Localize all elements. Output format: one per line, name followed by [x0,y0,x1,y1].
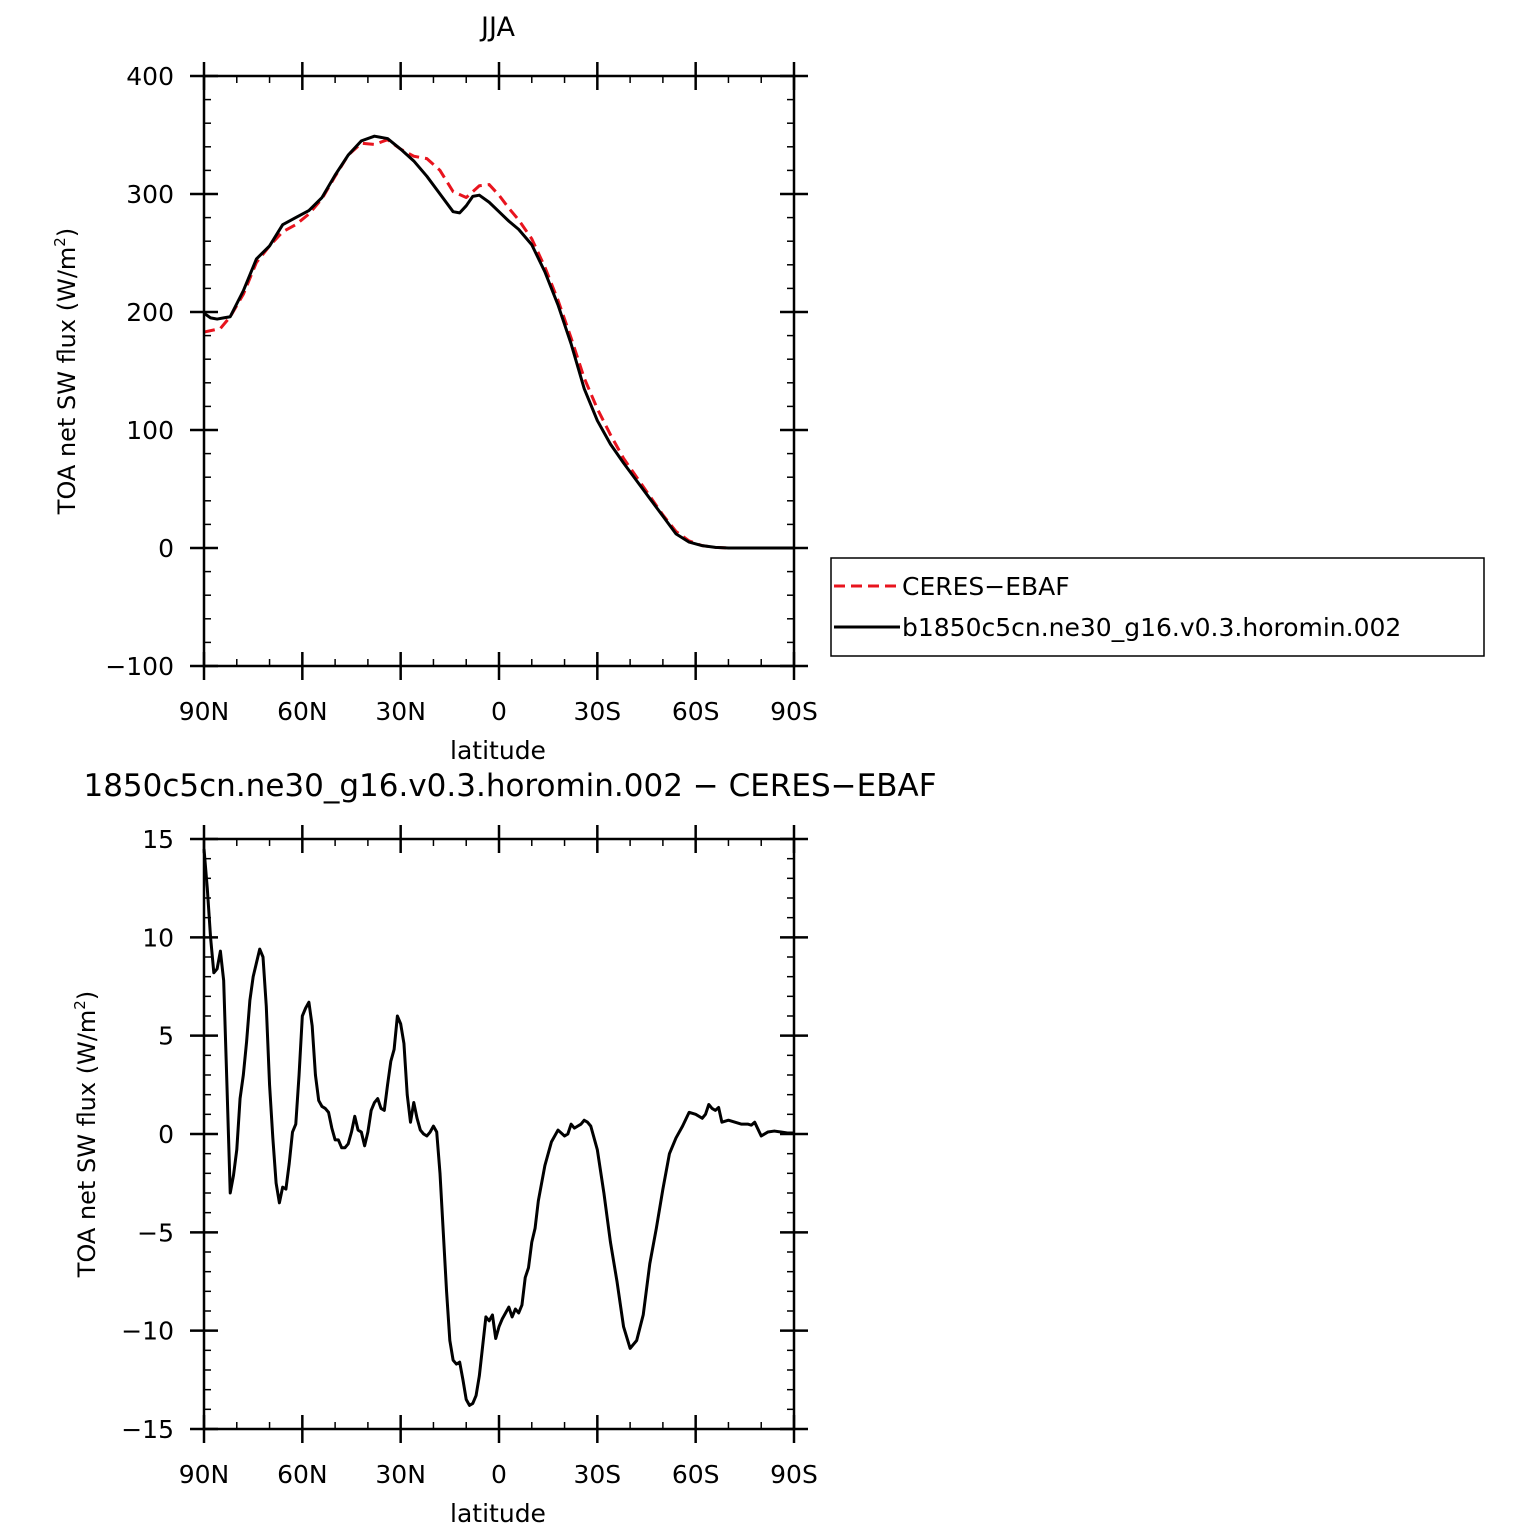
y-tick-label: 100 [126,416,174,445]
legend: CERES−EBAF b1850c5cn.ne30_g16.v0.3.horom… [830,557,1485,657]
x-tick-label: 90S [770,1460,818,1489]
legend-box [830,557,1485,657]
top-y-axis-label-sup: 2 [51,237,69,247]
difference-series-line [202,848,794,1407]
y-tick-label: −15 [121,1415,174,1444]
x-tick-label: 30N [375,1460,426,1489]
x-tick-label: 60N [277,1460,328,1489]
legend-label-ceres: CERES−EBAF [902,572,1070,601]
y-tick-label: 5 [158,1022,174,1051]
bottom-x-axis-label: latitude [450,1499,546,1528]
bottom-y-axis-label-sup: 2 [71,1000,89,1010]
y-tick-label: 400 [126,62,174,91]
x-tick-label: 90S [770,697,818,726]
bottom-series-group [202,848,794,1407]
bottom-y-tick-labels: −15 −10 −5 0 5 10 15 [121,825,174,1444]
top-series-group [203,134,794,550]
y-tick-label: 300 [126,180,174,209]
x-tick-label: 30S [573,697,621,726]
top-x-axis-label: latitude [450,736,546,765]
legend-label-model: b1850c5cn.ne30_g16.v0.3.horomin.002 [902,613,1401,642]
top-chart-title: JJA [479,12,515,43]
bottom-y-axis-label-main: TOA net SW flux (W/m [73,1010,101,1279]
y-tick-label: 0 [158,534,174,563]
y-tick-label: −10 [121,1317,174,1346]
bottom-y-axis-label: TOA net SW flux (W/m2) [71,991,101,1278]
y-tick-label: 15 [142,825,174,854]
bottom-chart-title: 1850c5cn.ne30_g16.v0.3.horomin.002 − CER… [83,768,936,804]
bottom-axis-ticks [190,825,808,1443]
y-tick-label: 200 [126,298,174,327]
model-series-line [203,134,794,550]
x-tick-label: 90N [179,1460,230,1489]
y-tick-label: 0 [158,1120,174,1149]
top-plot-frame [202,74,796,668]
bottom-x-tick-labels: 90N 60N 30N 0 30S 60S 90S [179,1460,818,1489]
top-y-axis-label-main: TOA net SW flux (W/m [53,247,81,516]
x-tick-label: 0 [491,1460,507,1489]
bottom-chart-panel: 1850c5cn.ne30_g16.v0.3.horomin.002 − CER… [71,768,937,1528]
top-axis-ticks [190,62,808,680]
x-tick-label: 60S [672,697,720,726]
top-y-axis-label-close: ) [53,228,81,237]
top-y-axis-label: TOA net SW flux (W/m2) [51,228,81,515]
x-tick-label: 60S [672,1460,720,1489]
top-x-tick-labels: 90N 60N 30N 0 30S 60S 90S [179,697,818,726]
x-tick-label: 30S [573,1460,621,1489]
x-tick-label: 0 [491,697,507,726]
bottom-y-axis-label-close: ) [73,991,101,1000]
y-tick-label: 10 [142,923,174,952]
y-tick-label: −100 [105,652,174,681]
ceres-ebaf-series-line [203,138,794,550]
y-tick-label: −5 [137,1218,174,1247]
bottom-plot-frame [202,837,796,1431]
x-tick-label: 90N [179,697,230,726]
x-tick-label: 30N [375,697,426,726]
x-tick-label: 60N [277,697,328,726]
top-y-tick-labels: −100 0 100 200 300 400 [105,62,174,681]
